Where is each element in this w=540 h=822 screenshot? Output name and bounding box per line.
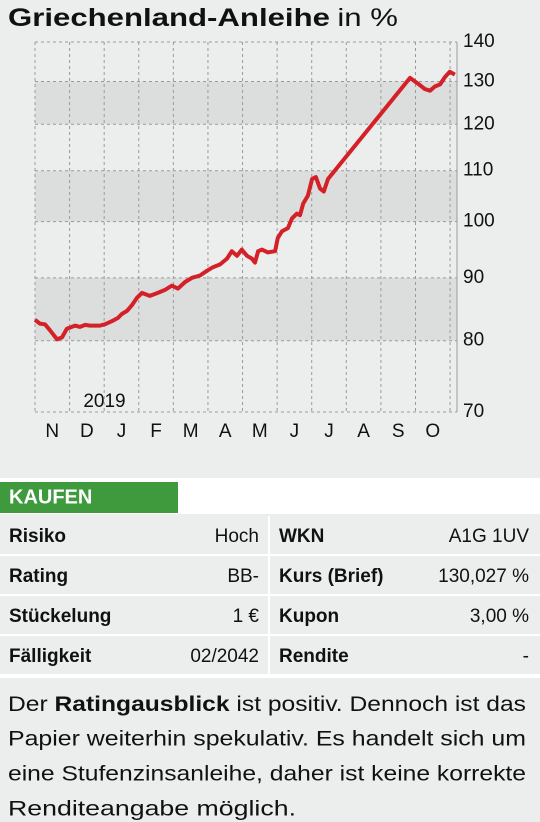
note-line: Papier weiterhin spekulativ. Es handelt … (8, 728, 526, 751)
chart-title: Griechenland-Anleihe (8, 4, 330, 32)
note-text: Der (8, 693, 55, 716)
x-tick-label: J (324, 421, 334, 442)
table: Risiko Hoch WKN A1G 1UV Rating BB- Kurs (Brief… (0, 516, 540, 678)
cell-label: Risiko (9, 526, 66, 547)
data-line (33, 69, 456, 342)
cell-label: WKN (279, 526, 324, 547)
cell-value: 3,00 % (470, 606, 529, 627)
x-tick-label: M (183, 421, 199, 442)
cell-label: Kurs (Brief) (279, 566, 384, 587)
y-tick-label: 130 (463, 71, 495, 92)
note-bold: Ratingausblick (55, 693, 230, 716)
cell-label: Kupon (279, 606, 339, 627)
x-tick-label: D (80, 421, 94, 442)
x-tick-label: N (45, 421, 59, 442)
x-tick-label: A (357, 421, 370, 442)
x-tick-label: J (117, 421, 127, 442)
note: Papier weiterhin spekulativ. Es handelt … (8, 728, 526, 821)
chart-unit: in % (337, 4, 398, 32)
column-separator (268, 516, 270, 674)
x-tick-label: M (252, 421, 268, 442)
band (35, 277, 457, 341)
title-group: Griechenland-Anleihe in % (8, 4, 398, 32)
note-line: Renditeangabe möglich. (8, 798, 296, 821)
y-tick-label: 100 (463, 211, 495, 232)
cell-label: Rating (9, 566, 68, 587)
cell-value: 1 € (233, 606, 260, 627)
y-tick-label: 80 (463, 330, 484, 351)
x-tick-label: S (392, 421, 405, 442)
y-tick-label: 110 (463, 160, 493, 181)
y-tick-label: 120 (463, 113, 495, 134)
cell-value: Hoch (215, 526, 259, 547)
cell-label: Rendite (279, 646, 349, 667)
x-tick-label: A (219, 421, 232, 442)
note-line: Der Ratingausblick ist positiv. Dennoch … (8, 693, 526, 716)
band (35, 170, 457, 222)
x-tick-label: O (425, 421, 440, 442)
y-tick-label: 90 (463, 267, 484, 288)
cell-value: A1G 1UV (449, 526, 530, 547)
table-header: KAUFEN (9, 486, 92, 508)
y-tick-label: 140 (463, 31, 495, 52)
band (35, 81, 457, 125)
separator (0, 676, 540, 678)
separator (0, 478, 540, 480)
y-tick-label: 70 (463, 401, 484, 422)
note-text: ist positiv. Dennoch ist das (230, 693, 526, 716)
year-label: 2019 (83, 391, 125, 412)
row-separator (0, 674, 540, 676)
note-line: eine Stufenzinsanleihe, daher ist keine … (8, 763, 526, 786)
cell-value: 130,027 % (438, 566, 529, 587)
cell-label: Fälligkeit (9, 646, 92, 667)
cell-value: BB- (227, 566, 259, 587)
cell-value: 02/2042 (190, 646, 259, 667)
cell-label: Stückelung (9, 606, 111, 627)
x-tick-label: J (290, 421, 300, 442)
cell-value: - (523, 646, 529, 667)
x-tick-label: F (150, 421, 162, 442)
header-box (0, 482, 178, 513)
